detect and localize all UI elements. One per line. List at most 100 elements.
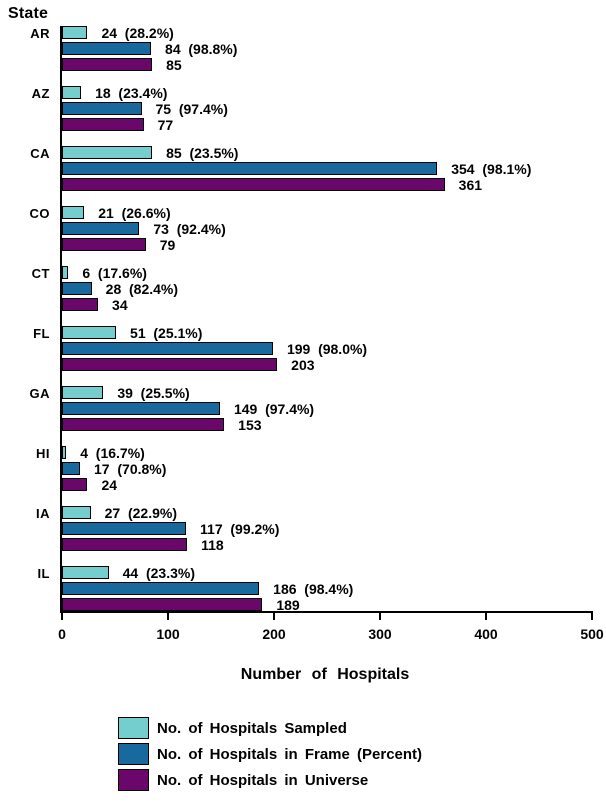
bar-value-label: 189 bbox=[276, 597, 300, 613]
x-axis-title: Number of Hospitals bbox=[240, 666, 410, 683]
bar-sampled bbox=[62, 566, 109, 579]
bar-value-label: 44 (23.3%) bbox=[122, 565, 195, 581]
state-label: HI bbox=[36, 446, 50, 461]
bar-row: 73 (92.4%) bbox=[62, 221, 592, 237]
bar-value-label: 39 (25.5%) bbox=[117, 385, 190, 401]
bar-sampled bbox=[62, 146, 153, 159]
bar-sampled bbox=[62, 266, 69, 279]
state-label: IA bbox=[36, 506, 50, 521]
bar-universe bbox=[62, 298, 99, 311]
bar-value-label: 186 (98.4%) bbox=[273, 581, 354, 597]
bar-frame bbox=[62, 582, 260, 595]
bar-universe bbox=[62, 358, 278, 371]
state-label: CA bbox=[30, 146, 50, 161]
bar-value-label: 24 bbox=[101, 477, 118, 493]
bar-universe bbox=[62, 178, 445, 191]
bar-frame bbox=[62, 522, 187, 535]
legend-swatch-universe bbox=[118, 769, 149, 791]
bar-value-label: 24 (28.2%) bbox=[101, 25, 174, 41]
bar-value-label: 77 bbox=[157, 117, 174, 133]
bar-row: 189 bbox=[62, 597, 592, 613]
bar-value-label: 51 (25.1%) bbox=[130, 325, 203, 341]
bar-universe bbox=[62, 58, 153, 71]
x-tick-label: 0 bbox=[58, 626, 66, 642]
bar-row: 6 (17.6%) bbox=[62, 266, 592, 280]
bar-row: 51 (25.1%) bbox=[62, 325, 592, 341]
plot-area: AR 24 (28.2%) 84 (98.8%) 85 AZ 18 (23.4%) 75 (… bbox=[30, 25, 604, 642]
bar-row: 149 (97.4%) bbox=[62, 402, 592, 416]
bar-universe bbox=[62, 598, 263, 611]
bar-frame bbox=[62, 282, 92, 295]
bar-row: 44 (23.3%) bbox=[62, 565, 592, 581]
bar-value-label: 4 (16.7%) bbox=[80, 445, 145, 461]
bar-row: 75 (97.4%) bbox=[62, 101, 592, 117]
legend-swatch-sampled bbox=[118, 717, 149, 739]
state-group-ia: IA 27 (22.9%) 117 (99.2%) 118 bbox=[36, 505, 592, 554]
x-tick bbox=[591, 611, 593, 620]
bar-row: 27 (22.9%) bbox=[62, 505, 592, 521]
x-tick-label: 100 bbox=[156, 626, 180, 642]
bar-row: 186 (98.4%) bbox=[62, 581, 592, 597]
bar-value-label: 79 bbox=[159, 237, 176, 253]
state-group-il: IL 44 (23.3%) 186 (98.4%) 189 bbox=[37, 565, 592, 614]
x-tick bbox=[273, 611, 275, 620]
bar-value-label: 73 (92.4%) bbox=[153, 221, 226, 237]
state-label: CO bbox=[29, 206, 50, 221]
bar-frame bbox=[62, 162, 438, 175]
bar-value-label: 34 bbox=[112, 297, 128, 313]
x-tick-label: 500 bbox=[580, 626, 604, 642]
bar-frame bbox=[62, 342, 273, 355]
bar-row: 203 bbox=[62, 357, 592, 373]
legend-row-frame: No. of Hospitals in Frame (Percent) bbox=[118, 743, 422, 765]
legend: No. of Hospitals Sampled No. of Hospitals… bbox=[118, 717, 422, 795]
legend-label: No. of Hospitals Sampled bbox=[157, 719, 347, 737]
bar-value-label: 21 (26.6%) bbox=[98, 205, 171, 221]
legend-swatch-frame bbox=[118, 743, 149, 765]
bar-sampled bbox=[62, 386, 104, 399]
state-label: FL bbox=[33, 326, 50, 341]
x-tick bbox=[167, 611, 169, 620]
bar-row: 24 (28.2%) bbox=[62, 25, 592, 41]
state-group-ct: CT 6 (17.6%) 28 (82.4%) 34 bbox=[32, 266, 592, 314]
bar-universe bbox=[62, 118, 144, 131]
bar-universe bbox=[62, 238, 146, 251]
legend-row-sampled: No. of Hospitals Sampled bbox=[118, 717, 422, 739]
bar-value-label: 153 bbox=[238, 417, 262, 433]
bar-row: 24 bbox=[62, 477, 592, 493]
bar-value-label: 75 (97.4%) bbox=[155, 101, 228, 117]
legend-row-universe: No. of Hospitals in Universe bbox=[118, 769, 422, 791]
state-group-ga: GA 39 (25.5%) 149 (97.4%) 153 bbox=[30, 385, 592, 434]
state-group-co: CO 21 (26.6%) 73 (92.4%) 79 bbox=[30, 205, 592, 254]
bar-value-label: 118 bbox=[201, 537, 224, 553]
bar-value-label: 28 (82.4%) bbox=[105, 281, 179, 297]
state-group-ar: AR 24 (28.2%) 84 (98.8%) 85 bbox=[30, 25, 592, 74]
bar-row: 354 (98.1%) bbox=[62, 161, 592, 177]
bar-sampled bbox=[62, 506, 91, 519]
bar-row: 118 bbox=[62, 537, 592, 553]
bar-sampled bbox=[62, 446, 67, 459]
bar-row: 77 bbox=[62, 117, 592, 133]
bar-sampled bbox=[62, 86, 82, 99]
bar-value-label: 84 (98.8%) bbox=[165, 41, 238, 57]
bar-sampled bbox=[62, 206, 85, 219]
bar-row: 361 bbox=[62, 177, 592, 193]
bar-frame bbox=[62, 462, 81, 475]
bar-row: 4 (16.7%) bbox=[62, 445, 592, 461]
bar-value-label: 354 (98.1%) bbox=[451, 161, 532, 177]
x-tick-label: 300 bbox=[368, 626, 392, 642]
bar-row: 21 (26.6%) bbox=[62, 205, 592, 221]
bar-value-label: 85 (23.5%) bbox=[166, 145, 239, 161]
state-group-fl: FL 51 (25.1%) 199 (98.0%) 203 bbox=[33, 325, 592, 374]
bar-value-label: 203 bbox=[291, 357, 315, 373]
bar-row: 18 (23.4%) bbox=[62, 86, 592, 100]
bar-row: 84 (98.8%) bbox=[62, 41, 592, 57]
bar-value-label: 27 (22.9%) bbox=[104, 505, 177, 521]
bar-row: 85 (23.5%) bbox=[62, 145, 592, 161]
state-label: CT bbox=[31, 266, 50, 281]
bar-value-label: 117 (99.2%) bbox=[200, 521, 280, 537]
state-label: AR bbox=[30, 26, 50, 41]
bar-universe bbox=[62, 538, 188, 551]
bar-frame bbox=[62, 42, 152, 55]
bar-value-label: 361 bbox=[458, 177, 483, 193]
